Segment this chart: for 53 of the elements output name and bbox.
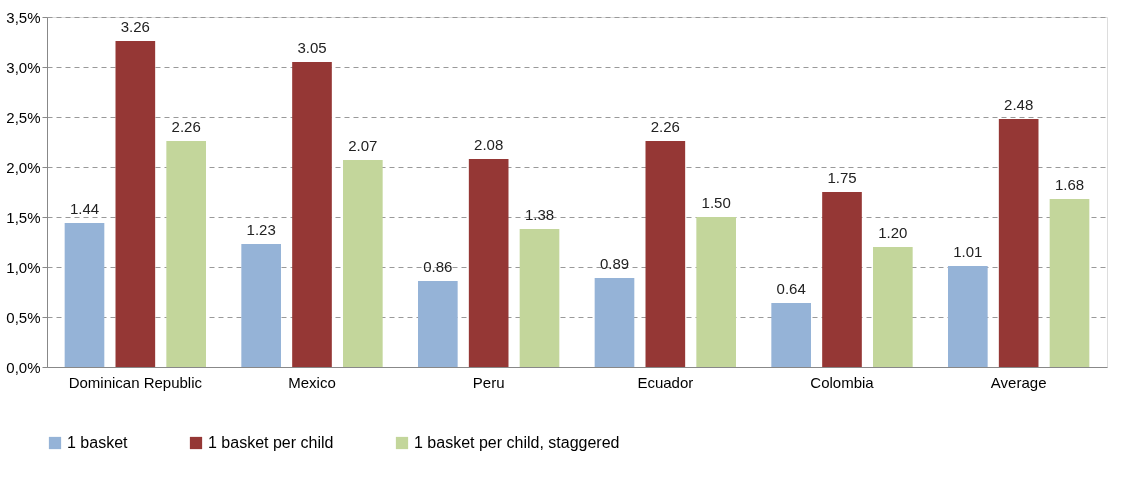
bar [64, 223, 105, 367]
data-label: 1.01 [953, 243, 983, 260]
y-tick-label: 0,5% [6, 308, 41, 326]
bar [948, 266, 988, 367]
data-label: 2.26 [650, 118, 680, 135]
legend-label: 1 basket [67, 434, 129, 451]
bar [418, 281, 458, 367]
bar [166, 141, 206, 367]
bar [594, 278, 635, 367]
x-tick-label: Average [990, 373, 1047, 391]
legend-label: 1 basket per child [208, 434, 334, 451]
data-label: 1.44 [69, 200, 100, 217]
y-tick-label: 3,5% [6, 8, 41, 26]
y-tick-label: 3,0% [6, 58, 41, 76]
x-tick-label: Mexico [288, 373, 336, 391]
legend-label: 1 basket per child, staggered [414, 434, 620, 451]
y-tick-label: 1,0% [6, 258, 41, 276]
data-label: 3.05 [297, 39, 327, 56]
bar [292, 62, 332, 367]
bar [115, 41, 156, 367]
data-label: 0.86 [423, 258, 453, 275]
y-tick-label: 0,0% [6, 358, 41, 376]
data-label: 3.26 [120, 18, 150, 35]
x-tick-label: Ecuador [637, 373, 694, 391]
data-label: 2.07 [348, 137, 378, 154]
y-tick-label: 1,5% [6, 208, 41, 226]
data-label: 2.08 [474, 136, 504, 153]
data-label: 1.20 [878, 224, 908, 241]
x-tick-label: Dominican Republic [68, 373, 203, 391]
y-tick-label: 2,5% [6, 108, 41, 126]
bar [519, 229, 560, 367]
bar [241, 244, 281, 367]
bar [873, 247, 913, 367]
y-tick-label: 2,0% [6, 158, 41, 176]
data-label: 1.68 [1054, 176, 1085, 193]
bar [771, 303, 811, 367]
bar [645, 141, 686, 367]
data-label: 2.48 [1004, 96, 1034, 113]
data-label: 0.64 [776, 280, 806, 297]
data-label: 1.75 [827, 169, 857, 186]
bar [822, 192, 862, 367]
x-tick-label: Peru [472, 373, 505, 391]
data-label: 1.50 [701, 194, 731, 211]
data-label: 1.23 [246, 221, 276, 238]
bar [343, 160, 383, 367]
bar [696, 217, 736, 367]
x-tick-label: Colombia [810, 373, 875, 391]
data-label: 0.89 [599, 255, 630, 272]
data-label: 2.26 [171, 118, 201, 135]
bar [468, 159, 509, 367]
bar [1049, 199, 1090, 367]
data-label: 1.38 [524, 206, 555, 223]
bar [998, 119, 1039, 367]
